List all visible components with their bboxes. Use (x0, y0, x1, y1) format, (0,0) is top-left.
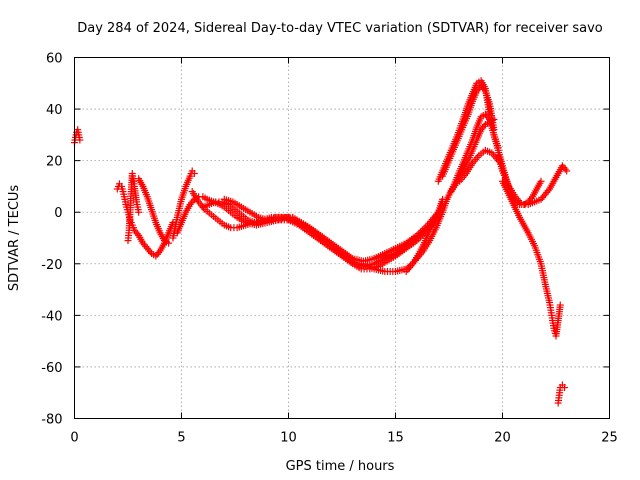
data-point-mark (165, 239, 173, 247)
data-point-mark (544, 187, 552, 195)
series-arc-17 (439, 82, 498, 180)
x-tick-label: 25 (601, 431, 618, 446)
series-arc-4 (135, 175, 173, 247)
y-tick-label: 60 (46, 52, 63, 67)
data-point-mark (133, 230, 141, 238)
y-tick-label: -20 (41, 258, 62, 273)
data-point-mark (189, 197, 197, 205)
y-tick-label: 40 (46, 103, 63, 118)
x-tick-label: 0 (70, 431, 78, 446)
x-tick-label: 10 (280, 431, 297, 446)
data-point-mark (537, 177, 545, 185)
series-arc-15 (402, 208, 442, 276)
data-point-mark (190, 170, 198, 178)
y-tick-label: 0 (54, 206, 62, 221)
data-point-mark (556, 301, 564, 309)
chart-title: Day 284 of 2024, Sidereal Day-to-day VTE… (77, 21, 603, 36)
x-tick-label: 20 (494, 431, 511, 446)
data-point-mark (563, 167, 571, 175)
x-axis-label: GPS time / hours (286, 459, 395, 474)
series-arc-3 (124, 170, 143, 245)
data-point-mark (480, 122, 488, 130)
plot-frame (74, 57, 610, 419)
data-point-mark (484, 114, 492, 122)
series-arc-6 (169, 167, 198, 242)
data-marks (71, 77, 571, 407)
x-tick-label: 5 (177, 431, 185, 446)
series-arc-23 (499, 177, 564, 340)
data-point-mark (480, 85, 488, 93)
series-arc-24 (554, 381, 569, 407)
data-point-mark (561, 165, 569, 173)
series-arc-22 (494, 151, 571, 208)
y-tick-labels: -80 -60 -40 -20 0 20 40 60 (41, 52, 62, 428)
y-tick-label: 20 (46, 155, 63, 170)
y-tick-label: -40 (41, 309, 62, 324)
grid (74, 57, 610, 419)
x-tick-labels: 0 5 10 15 20 25 (70, 431, 617, 446)
y-axis-label: SDTVAR / TECUs (7, 185, 22, 292)
y-tick-label: -60 (41, 361, 62, 376)
data-point-mark (135, 208, 143, 216)
x-tick-label: 15 (387, 431, 404, 446)
data-point-mark (561, 384, 569, 392)
data-point-mark (155, 249, 163, 257)
data-point-mark (434, 208, 442, 216)
data-point-mark (146, 248, 154, 256)
y-tick-label: -80 (41, 413, 62, 428)
data-point-mark (527, 194, 535, 202)
data-point-mark (411, 234, 419, 242)
series-arc-14 (370, 234, 419, 263)
data-point-mark (490, 115, 498, 123)
data-point-mark (76, 136, 84, 144)
